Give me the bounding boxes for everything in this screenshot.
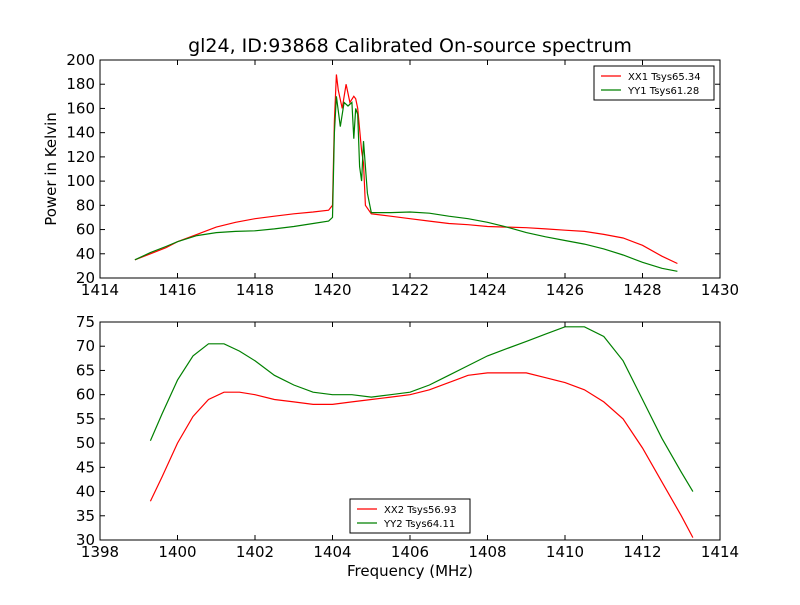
y-tick-label: 30 [76, 531, 95, 549]
x-tick-label: 1426 [546, 281, 584, 299]
legend: XX2 Tsys56.93 YY2 Tsys64.11 [349, 498, 471, 534]
x-tick-label: 1400 [158, 543, 196, 561]
x-tick-label: 1428 [623, 281, 661, 299]
y-tick-label: 70 [76, 337, 95, 355]
y-tick-label: 20 [76, 269, 95, 287]
series-line-2 [134, 96, 678, 272]
x-tick-label: 1398 [81, 543, 119, 561]
x-tick-label: 1418 [236, 281, 274, 299]
y-axis-label: Power in Kelvin [42, 112, 60, 226]
y-tick-label: 35 [76, 507, 95, 525]
y-tick-label: 45 [76, 458, 95, 476]
x-tick-label: 1404 [313, 543, 351, 561]
x-tick-label: 1420 [313, 281, 351, 299]
y-tick-label: 200 [66, 51, 95, 69]
legend-label: YY1 Tsys61.28 [627, 86, 699, 97]
x-tick-label: 1402 [236, 543, 274, 561]
series-line-1 [149, 372, 694, 538]
legend-label: XX2 Tsys56.93 [384, 505, 457, 516]
y-tick-label: 75 [76, 313, 95, 331]
legend: XX1 Tsys65.34 YY1 Tsys61.28 [593, 65, 715, 101]
y-tick-label: 60 [76, 221, 95, 239]
y-tick-label: 55 [76, 410, 95, 428]
series-line-1 [134, 74, 678, 265]
y-tick-label: 160 [66, 99, 95, 117]
x-tick-label: 1406 [391, 543, 429, 561]
chart-title: gl24, ID:93868 Calibrated On-source spec… [188, 35, 632, 57]
x-tick-label: 1408 [468, 543, 506, 561]
x-tick-label: 1414 [81, 281, 119, 299]
series-line-2 [149, 326, 694, 492]
y-tick-label: 65 [76, 361, 95, 379]
y-tick-label: 140 [66, 124, 95, 142]
y-tick-label: 50 [76, 434, 95, 452]
y-tick-label: 120 [66, 148, 95, 166]
y-tick-label: 40 [76, 245, 95, 263]
x-tick-label: 1422 [391, 281, 429, 299]
x-tick-label: 1410 [546, 543, 584, 561]
chart-panel-1: 1414 1416 1418 1420 1422 1424 1426 1428 1430 20 40… [42, 35, 739, 299]
legend-label: XX1 Tsys65.34 [628, 72, 701, 83]
x-tick-label: 1424 [468, 281, 506, 299]
legend-box [593, 65, 715, 101]
chart-panel-2: 1398 1400 1402 1404 1406 1408 1410 1412 1414 30 35… [76, 313, 739, 580]
x-tick-label: 1412 [623, 543, 661, 561]
x-tick-label: 1416 [158, 281, 196, 299]
y-tick-label: 180 [66, 75, 95, 93]
y-tick-label: 40 [76, 483, 95, 501]
legend-label: YY2 Tsys64.11 [383, 519, 455, 530]
y-tick-label: 60 [76, 386, 95, 404]
x-tick-label: 1430 [701, 281, 739, 299]
y-tick-label: 100 [66, 172, 95, 190]
legend-box [349, 498, 471, 534]
y-tick-label: 80 [76, 196, 95, 214]
x-tick-label: 1414 [701, 543, 739, 561]
x-axis-label: Frequency (MHz) [347, 562, 473, 580]
